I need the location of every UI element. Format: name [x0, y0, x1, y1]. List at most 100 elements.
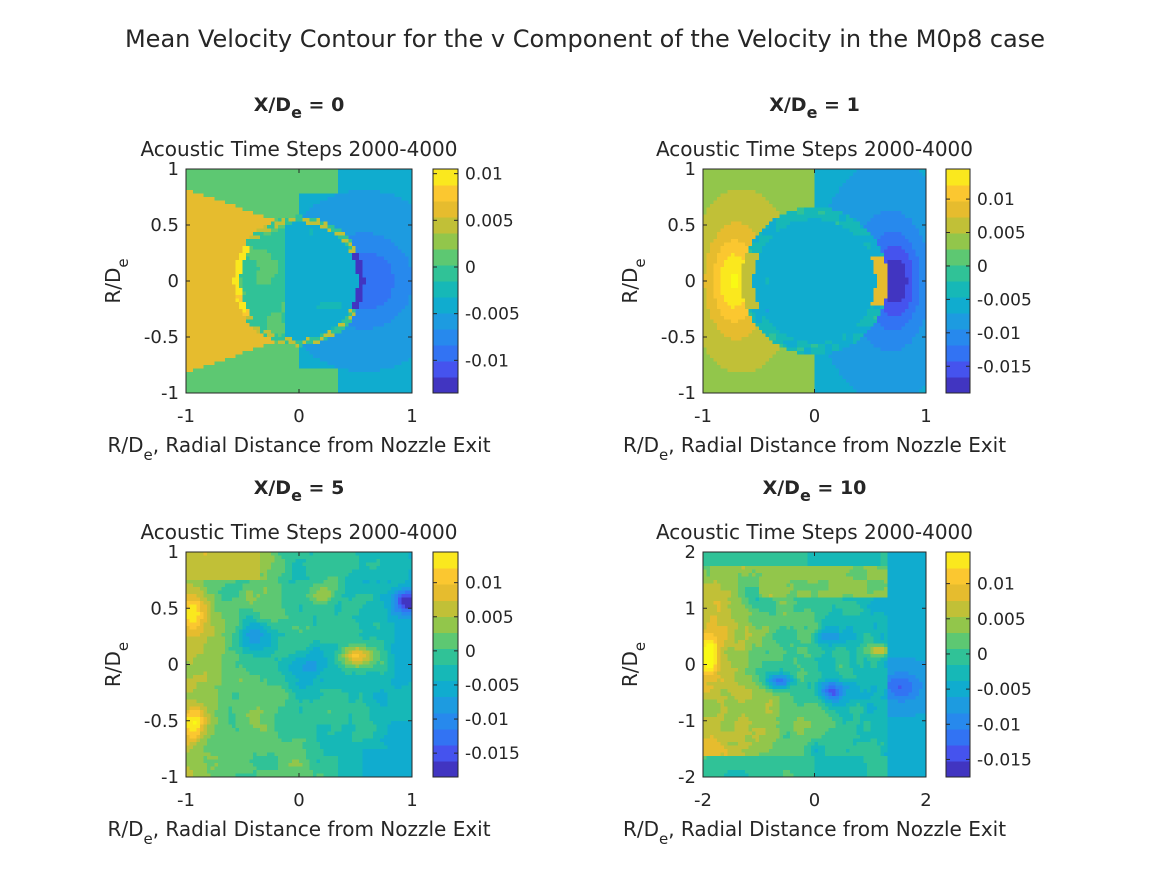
contour-cell — [246, 215, 250, 219]
contour-cell — [267, 330, 271, 334]
contour-cell — [338, 344, 342, 348]
contour-cell — [306, 180, 310, 184]
contour-cell — [306, 253, 310, 257]
contour-cell — [846, 194, 850, 198]
contour-cell — [317, 320, 321, 324]
contour-cell — [331, 348, 335, 352]
contour-cell — [232, 348, 236, 352]
contour-cell — [274, 372, 278, 376]
contour-cell — [190, 323, 194, 327]
contour-cell — [310, 187, 314, 191]
contour-cell — [387, 239, 391, 243]
contour-cell — [916, 201, 920, 205]
contour-cell — [902, 187, 906, 191]
contour-cell — [246, 225, 250, 229]
contour-cell — [338, 190, 342, 194]
contour-cell — [274, 299, 278, 303]
contour-cell — [401, 355, 405, 359]
contour-cell — [310, 250, 314, 254]
contour-cell — [243, 285, 247, 289]
contour-cell — [274, 243, 278, 247]
contour-cell — [898, 176, 902, 180]
contour-cell — [327, 236, 331, 240]
contour-cell — [225, 330, 229, 334]
contour-cell — [341, 267, 345, 271]
contour-cell — [257, 229, 261, 233]
contour-cell — [292, 355, 296, 359]
contour-cell — [253, 215, 257, 219]
contour-cell — [405, 215, 409, 219]
contour-cell — [366, 239, 370, 243]
contour-cell — [877, 176, 881, 180]
contour-cell — [200, 215, 204, 219]
contour-cell — [776, 176, 780, 180]
contour-cell — [264, 278, 268, 282]
contour-cell — [295, 309, 299, 313]
contour-cell — [356, 348, 360, 352]
contour-cell — [794, 197, 798, 201]
contour-cell — [373, 176, 377, 180]
contour-cell — [278, 271, 282, 275]
contour-cell — [204, 285, 208, 289]
contour-cell — [867, 183, 871, 187]
contour-cell — [278, 334, 282, 338]
contour-cell — [239, 236, 243, 240]
contour-cell — [253, 236, 257, 240]
contour-cell — [380, 365, 384, 369]
contour-cell — [370, 369, 374, 373]
contour-cell — [310, 344, 314, 348]
contour-cell — [818, 183, 822, 187]
contour-cell — [232, 383, 236, 387]
contour-cell — [720, 197, 724, 201]
contour-cell — [853, 173, 857, 177]
contour-cell — [295, 180, 299, 184]
contour-cell — [250, 355, 254, 359]
contour-cell — [828, 211, 832, 215]
contour-cell — [373, 246, 377, 250]
contour-cell — [331, 236, 335, 240]
contour-cell — [706, 190, 710, 194]
contour-cell — [341, 187, 345, 191]
contour-cell — [221, 194, 225, 198]
contour-cell — [352, 271, 356, 275]
contour-cell — [370, 180, 374, 184]
contour-cell — [317, 173, 321, 177]
contour-cell — [271, 187, 275, 191]
contour-cell — [359, 229, 363, 233]
contour-cell — [193, 278, 197, 282]
contour-cell — [250, 365, 254, 369]
contour-cell — [193, 215, 197, 219]
contour-cell — [257, 295, 261, 299]
contour-cell — [211, 379, 215, 383]
contour-cell — [352, 362, 356, 366]
contour-cell — [232, 264, 236, 268]
contour-cell — [239, 309, 243, 313]
contour-cell — [228, 222, 232, 226]
contour-cell — [327, 383, 331, 387]
contour-cell — [384, 334, 388, 338]
contour-cell — [387, 379, 391, 383]
contour-cell — [320, 365, 324, 369]
contour-cell — [738, 176, 742, 180]
contour-cell — [278, 225, 282, 229]
contour-cell — [218, 313, 222, 317]
contour-cell — [359, 176, 363, 180]
contour-cell — [267, 225, 271, 229]
contour-cell — [773, 190, 777, 194]
contour-cell — [366, 295, 370, 299]
contour-cell — [703, 169, 707, 173]
contour-cell — [207, 204, 211, 208]
contour-cell — [387, 334, 391, 338]
contour-cell — [320, 260, 324, 264]
contour-cell — [303, 337, 307, 341]
contour-cell — [405, 243, 409, 247]
contour-cell — [214, 334, 218, 338]
contour-cell — [745, 180, 749, 184]
contour-cell — [398, 355, 402, 359]
contour-cell — [278, 372, 282, 376]
contour-cell — [387, 211, 391, 215]
contour-cell — [776, 197, 780, 201]
contour-cell — [891, 211, 895, 215]
contour-cell — [225, 383, 229, 387]
contour-cell — [295, 372, 299, 376]
